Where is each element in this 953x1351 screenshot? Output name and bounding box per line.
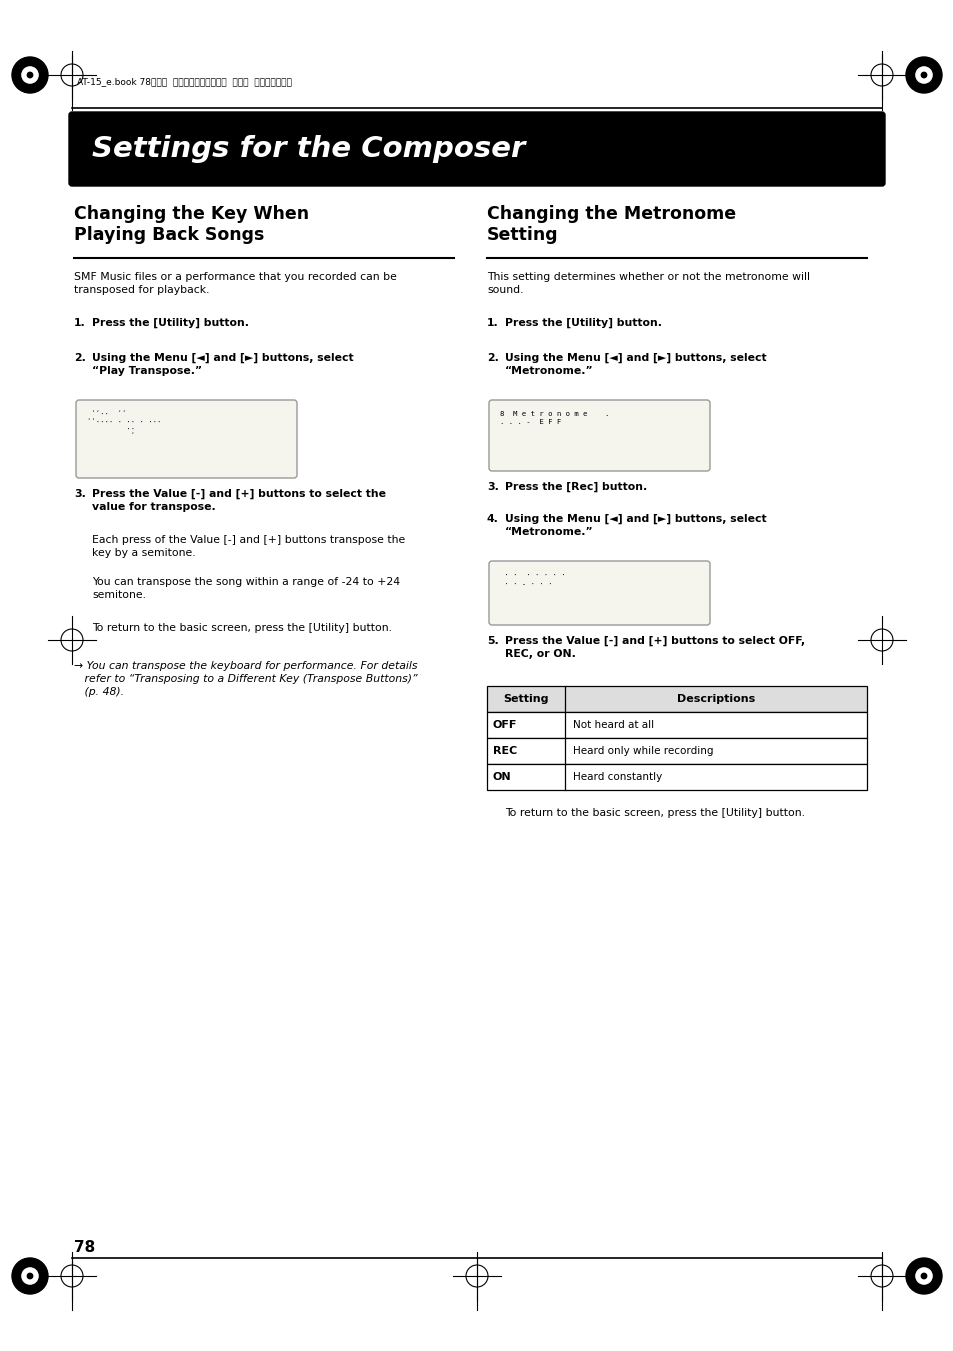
Text: Each press of the Value [-] and [+] buttons transpose the
key by a semitone.: Each press of the Value [-] and [+] butt… [91,535,405,558]
FancyBboxPatch shape [489,561,709,626]
Text: Press the [Utility] button.: Press the [Utility] button. [504,317,661,328]
Circle shape [12,1258,48,1294]
Text: 3.: 3. [74,489,86,499]
Text: 1.: 1. [74,317,86,328]
Text: Setting: Setting [503,694,548,704]
Text: Changing the Key When
Playing Back Songs: Changing the Key When Playing Back Songs [74,205,309,245]
Text: Using the Menu [◄] and [►] buttons, select
“Metronome.”: Using the Menu [◄] and [►] buttons, sele… [504,353,766,376]
Text: Heard constantly: Heard constantly [573,771,661,782]
FancyBboxPatch shape [76,400,296,478]
Circle shape [921,73,925,78]
Text: You can transpose the song within a range of -24 to +24
semitone.: You can transpose the song within a rang… [91,577,399,600]
Text: Using the Menu [◄] and [►] buttons, select
“Play Transpose.”: Using the Menu [◄] and [►] buttons, sele… [91,353,354,376]
Text: → You can transpose the keyboard for performance. For details
   refer to “Trans: → You can transpose the keyboard for per… [74,661,417,697]
Text: AT-15_e.book 78ページ  ２００５年１月２１日  金曜日  午後８時１４分: AT-15_e.book 78ページ ２００５年１月２１日 金曜日 午後８時１４… [77,77,292,86]
Text: Using the Menu [◄] and [►] buttons, select
“Metronome.”: Using the Menu [◄] and [►] buttons, sele… [504,513,766,538]
Circle shape [905,1258,941,1294]
Circle shape [22,68,38,84]
Text: SMF Music files or a performance that you recorded can be
transposed for playbac: SMF Music files or a performance that yo… [74,272,396,295]
Text: ON: ON [493,771,511,782]
Circle shape [915,1267,931,1283]
Text: · ·  · · · · ·
 · · - · · ·: · · · · · · · · · - · · · [499,571,565,586]
Text: 5.: 5. [486,636,498,646]
Circle shape [12,57,48,93]
Circle shape [28,73,32,78]
Text: REC: REC [493,746,517,757]
Text: This setting determines whether or not the metronome will
sound.: This setting determines whether or not t… [486,272,809,295]
Text: OFF: OFF [493,720,517,730]
Circle shape [915,68,931,84]
Text: Not heard at all: Not heard at all [573,720,654,730]
Bar [486,686,866,712]
Text: 8  M e t r o n o m e    .
. . . -  E F F: 8 M e t r o n o m e . . . . - E F F [499,411,609,426]
Bar [486,738,866,765]
Text: Press the Value [-] and [+] buttons to select OFF,
REC, or ON.: Press the Value [-] and [+] buttons to s… [504,636,804,659]
Circle shape [905,57,941,93]
Text: To return to the basic screen, press the [Utility] button.: To return to the basic screen, press the… [91,623,392,634]
Text: Press the [Utility] button.: Press the [Utility] button. [91,317,249,328]
Text: ʹʹ··  ʹʹ
ʹʹ···· · ·· · ···
         ··
          ʹ: ʹʹ·· ʹʹ ʹʹ···· · ·· · ··· ·· ʹ [87,411,161,439]
FancyBboxPatch shape [489,400,709,471]
Text: Changing the Metronome
Setting: Changing the Metronome Setting [486,205,736,245]
Text: 2.: 2. [486,353,498,363]
Text: Press the [Rec] button.: Press the [Rec] button. [504,482,646,492]
Text: 3.: 3. [486,482,498,492]
Text: Descriptions: Descriptions [677,694,755,704]
Bar [486,765,866,790]
Circle shape [22,1267,38,1283]
Text: 2.: 2. [74,353,86,363]
Text: 4.: 4. [486,513,498,524]
Text: Settings for the Composer: Settings for the Composer [91,135,525,163]
Text: 1.: 1. [486,317,498,328]
Text: 78: 78 [74,1240,95,1255]
FancyBboxPatch shape [69,112,884,186]
Circle shape [921,1273,925,1278]
Circle shape [28,1273,32,1278]
Text: To return to the basic screen, press the [Utility] button.: To return to the basic screen, press the… [504,808,804,817]
Text: Press the Value [-] and [+] buttons to select the
value for transpose.: Press the Value [-] and [+] buttons to s… [91,489,386,512]
Text: Heard only while recording: Heard only while recording [573,746,713,757]
Bar [486,712,866,738]
